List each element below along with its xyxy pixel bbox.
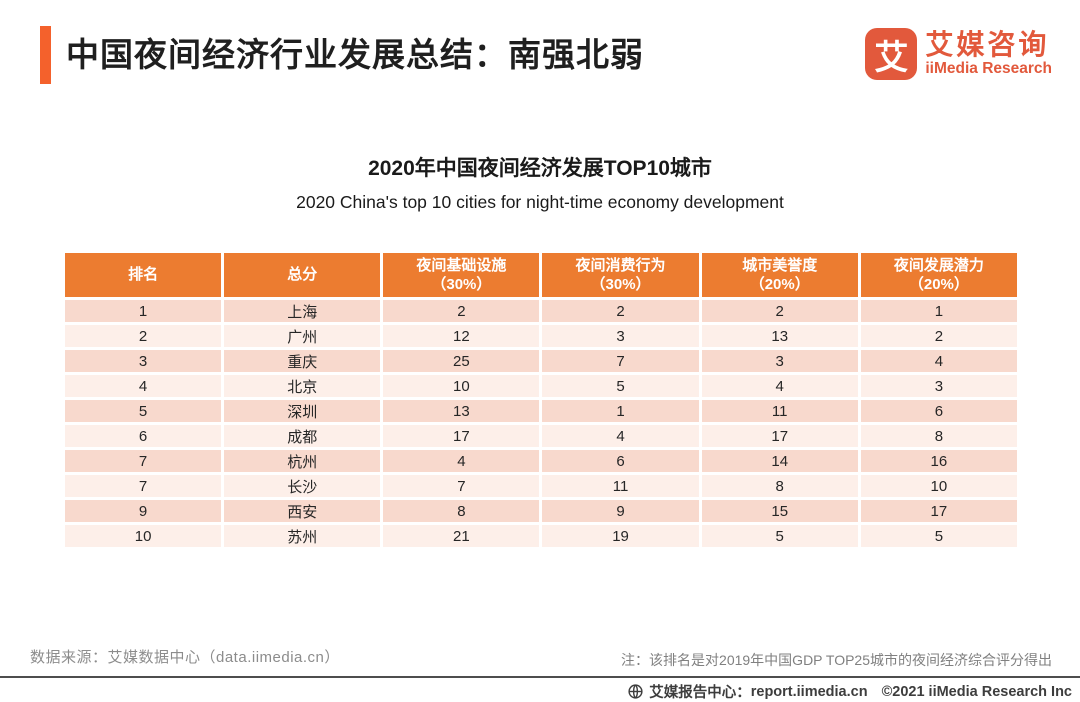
logo-name-en: iiMedia Research bbox=[925, 60, 1052, 77]
title-accent-bar bbox=[40, 26, 51, 84]
table-cell: 1 bbox=[542, 400, 699, 422]
table-row: 7 长沙 7 11 8 10 bbox=[65, 475, 1017, 497]
table-cell: 5 bbox=[860, 525, 1017, 547]
chart-title-en: 2020 China's top 10 cities for night-tim… bbox=[296, 192, 784, 212]
table-header-row: 排名 总分 夜间基础设施 （30%） 夜间消费行为 （30%） 城市美誉度 （20%） 夜间发展… bbox=[65, 253, 1017, 297]
table-cell: 9 bbox=[65, 500, 222, 522]
table-cell: 重庆 bbox=[224, 350, 381, 372]
logo-name-cn: 艾媒咨询 bbox=[925, 29, 1050, 60]
table-cell: 3 bbox=[65, 350, 222, 372]
table-cell: 2 bbox=[860, 325, 1017, 347]
table-cell: 13 bbox=[701, 325, 858, 347]
table-row: 9 西安 8 9 15 17 bbox=[65, 500, 1017, 522]
copyright-text: ©2021 iiMedia Research Inc bbox=[881, 683, 1072, 700]
table-cell: 1 bbox=[65, 300, 222, 322]
ranking-method-note: 注：该排名是对2019年中国GDP TOP25城市的夜间经济综合评分得出 bbox=[621, 652, 1052, 668]
table-cell: 长沙 bbox=[224, 475, 381, 497]
column-header: 夜间基础设施 （30%） bbox=[383, 253, 540, 297]
table-cell: 10 bbox=[860, 475, 1017, 497]
page-title: 中国夜间经济行业发展总结：南强北弱 bbox=[66, 36, 644, 73]
iimedia-logo: 艾 艾媒咨询 iiMedia Research bbox=[865, 28, 1052, 80]
table-cell: 成都 bbox=[224, 425, 381, 447]
table-row: 1 上海 2 2 2 1 bbox=[65, 300, 1017, 322]
table-cell: 5 bbox=[65, 400, 222, 422]
table-cell: 15 bbox=[701, 500, 858, 522]
table-cell: 8 bbox=[860, 425, 1017, 447]
globe-icon bbox=[627, 683, 644, 700]
report-center-label: 艾媒报告中心： bbox=[649, 685, 751, 701]
table-cell: 13 bbox=[383, 400, 540, 422]
iimedia-logo-text: 艾媒咨询 iiMedia Research bbox=[925, 30, 1052, 78]
table-cell: 2 bbox=[65, 325, 222, 347]
table-row: 5 深圳 13 1 11 6 bbox=[65, 400, 1017, 422]
table-cell: 6 bbox=[860, 400, 1017, 422]
table-cell: 8 bbox=[383, 500, 540, 522]
table-cell: 2 bbox=[383, 300, 540, 322]
table-cell: 5 bbox=[542, 375, 699, 397]
table-cell: 广州 bbox=[224, 325, 381, 347]
table-cell: 11 bbox=[542, 475, 699, 497]
table-row: 2 广州 12 3 13 2 bbox=[65, 325, 1017, 347]
column-header: 夜间消费行为 （30%） bbox=[542, 253, 699, 297]
table-row: 7 杭州 4 6 14 16 bbox=[65, 450, 1017, 472]
table-cell: 苏州 bbox=[224, 525, 381, 547]
table-cell: 6 bbox=[542, 450, 699, 472]
table-cell: 4 bbox=[542, 425, 699, 447]
column-header: 夜间发展潜力 （20%） bbox=[860, 253, 1017, 297]
ranking-table-container: 排名 总分 夜间基础设施 （30%） 夜间消费行为 （30%） 城市美誉度 （20%） 夜间发展… bbox=[62, 250, 1020, 550]
table-cell: 3 bbox=[542, 325, 699, 347]
report-center-url: report.iimedia.cn bbox=[750, 683, 868, 700]
table-cell: 19 bbox=[542, 525, 699, 547]
table-cell: 3 bbox=[860, 375, 1017, 397]
table-cell: 12 bbox=[383, 325, 540, 347]
table-cell: 6 bbox=[65, 425, 222, 447]
table-cell: 10 bbox=[65, 525, 222, 547]
table-row: 10 苏州 21 19 5 5 bbox=[65, 525, 1017, 547]
table-cell: 11 bbox=[701, 400, 858, 422]
table-cell: 7 bbox=[65, 475, 222, 497]
table-cell: 4 bbox=[860, 350, 1017, 372]
table-cell: 8 bbox=[701, 475, 858, 497]
table-cell: 北京 bbox=[224, 375, 381, 397]
table-row: 4 北京 10 5 4 3 bbox=[65, 375, 1017, 397]
table-cell: 3 bbox=[701, 350, 858, 372]
bottom-bar: 艾媒报告中心： report.iimedia.cn ©2021 iiMedia … bbox=[627, 681, 1072, 702]
table-cell: 2 bbox=[701, 300, 858, 322]
table-cell: 16 bbox=[860, 450, 1017, 472]
title-block: 中国夜间经济行业发展总结：南强北弱 bbox=[40, 26, 644, 84]
table-cell: 17 bbox=[860, 500, 1017, 522]
ranking-table: 排名 总分 夜间基础设施 （30%） 夜间消费行为 （30%） 城市美誉度 （20%） 夜间发展… bbox=[62, 250, 1020, 550]
table-cell: 杭州 bbox=[224, 450, 381, 472]
table-cell: 17 bbox=[701, 425, 858, 447]
table-cell: 4 bbox=[383, 450, 540, 472]
table-cell: 25 bbox=[383, 350, 540, 372]
data-source-note: 数据来源：艾媒数据中心（data.iimedia.cn） bbox=[30, 649, 340, 666]
table-cell: 17 bbox=[383, 425, 540, 447]
table-cell: 5 bbox=[701, 525, 858, 547]
table-row: 6 成都 17 4 17 8 bbox=[65, 425, 1017, 447]
table-cell: 10 bbox=[383, 375, 540, 397]
chart-title-cn: 2020年中国夜间经济发展TOP10城市 bbox=[368, 157, 712, 180]
page-header: 中国夜间经济行业发展总结：南强北弱 艾 艾媒咨询 iiMedia Researc… bbox=[40, 26, 1052, 84]
table-cell: 上海 bbox=[224, 300, 381, 322]
table-cell: 9 bbox=[542, 500, 699, 522]
table-cell: 4 bbox=[701, 375, 858, 397]
table-cell: 7 bbox=[542, 350, 699, 372]
iimedia-logo-icon: 艾 bbox=[865, 28, 918, 80]
column-header: 城市美誉度 （20%） bbox=[701, 253, 858, 297]
table-cell: 深圳 bbox=[224, 400, 381, 422]
table-row: 3 重庆 25 7 3 4 bbox=[65, 350, 1017, 372]
table-cell: 4 bbox=[65, 375, 222, 397]
column-header: 总分 bbox=[224, 253, 381, 297]
column-header: 排名 bbox=[65, 253, 222, 297]
table-cell: 14 bbox=[701, 450, 858, 472]
table-cell: 7 bbox=[65, 450, 222, 472]
table-cell: 1 bbox=[860, 300, 1017, 322]
footer-divider bbox=[0, 676, 1080, 678]
table-cell: 21 bbox=[383, 525, 540, 547]
table-cell: 7 bbox=[383, 475, 540, 497]
table-cell: 2 bbox=[542, 300, 699, 322]
table-cell: 西安 bbox=[224, 500, 381, 522]
